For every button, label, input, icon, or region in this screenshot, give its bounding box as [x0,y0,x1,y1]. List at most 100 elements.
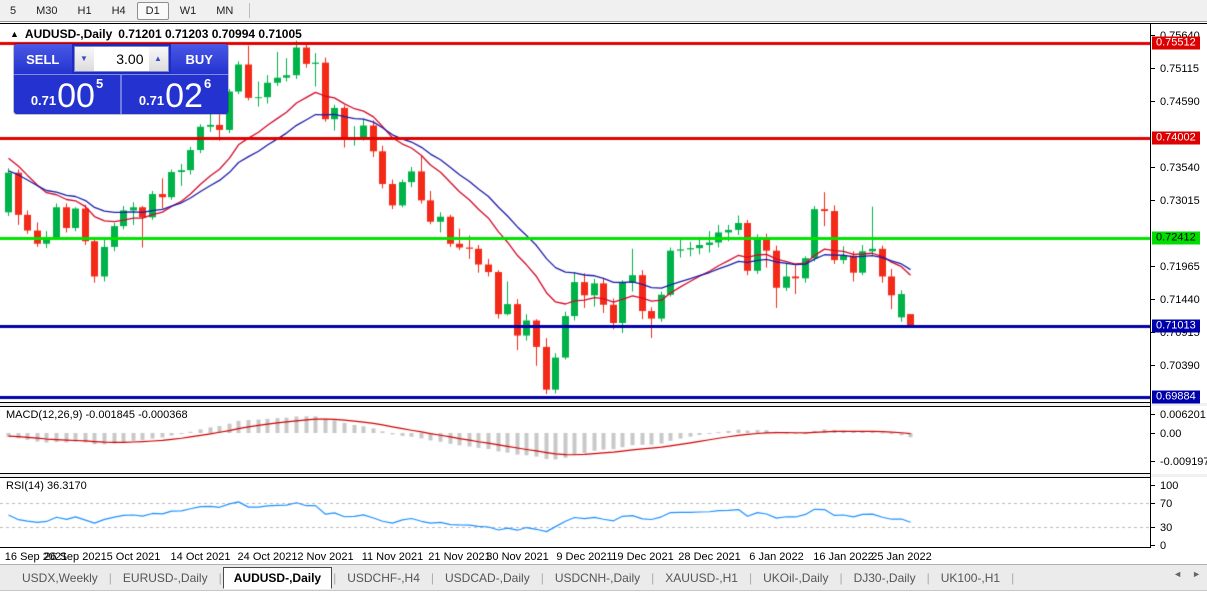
rsi-pane-top-border [0,477,1150,478]
chart-tab-uk100-h1[interactable]: UK100-,H1 [940,570,1001,585]
date-axis-label: 24 Oct 2021 [237,551,298,563]
axis-tick [1150,200,1155,201]
one-click-trading-panel: SELL ▼ ▲ BUY 0.71 00 5 0.71 02 6 [14,44,228,114]
timeframe-m30[interactable]: M30 [36,4,58,17]
axis-tick [1150,433,1155,434]
toolbar-separator [249,3,251,18]
price-level-badge: 0.71013 [1152,319,1200,333]
axis-tick [1150,527,1155,528]
volume-input[interactable] [93,47,149,71]
pane-splitter[interactable] [0,474,1207,477]
date-axis-label: 9 Dec 2021 [556,551,613,563]
sell-price-display[interactable]: 0.71 00 5 [14,75,120,114]
volume-group: ▼ ▲ [73,46,169,72]
axis-tick-label: 0.73540 [1160,161,1200,174]
buy-price-prefix: 0.71 [138,93,165,108]
tab-separator: | [218,570,222,585]
buy-price-display[interactable]: 0.71 02 6 [120,75,228,114]
pane-splitter[interactable] [0,403,1207,406]
sell-price-pipette: 5 [95,76,104,91]
macd-label: MACD(12,26,9) -0.001845 -0.000368 [6,409,188,421]
timeframe-mn[interactable]: MN [216,4,234,17]
toolbar-divider [0,21,1207,22]
axis-tick-label: 0 [1160,539,1167,552]
axis-tick [1150,414,1155,415]
tab-separator: | [430,570,435,585]
axis-tick-label: 0.70390 [1160,359,1200,372]
tab-separator: | [333,570,337,585]
volume-decrease-button[interactable]: ▼ [74,47,94,71]
axis-tick [1150,545,1155,546]
timeframe-h4[interactable]: H4 [111,4,126,17]
axis-tick-label: 0.73015 [1160,194,1200,207]
tabbar-top-divider [0,564,1207,565]
date-axis-label: 21 Nov 2021 [428,551,491,563]
axis-tick [1150,167,1155,168]
chart-tab-usdcad-daily[interactable]: USDCAD-,Daily [445,570,530,585]
price-level-badge: 0.69884 [1152,390,1200,404]
axis-tick [1150,365,1155,366]
window-bottom-edge [0,590,1207,591]
tab-separator: | [651,570,655,585]
date-axis-label: 6 Jan 2022 [749,551,804,563]
sell-price-prefix: 0.71 [30,93,57,108]
timeframe-5[interactable]: 5 [10,4,17,17]
axis-tick [1150,101,1155,102]
price-level-badge: 0.72412 [1152,231,1200,245]
axis-tick [1150,266,1155,267]
axis-tick-label: 0.74590 [1160,95,1200,108]
chart-tab-dj30-daily[interactable]: DJ30-,Daily [853,570,916,585]
chart-tab-usdx-weekly[interactable]: USDX,Weekly [22,570,98,585]
macd-pane-top-border [0,406,1150,407]
axis-tick-label: 0.00 [1160,427,1182,440]
chart-ohlc-values: 0.71201 0.71203 0.70994 0.71005 [118,27,302,41]
date-axis-label: 5 Oct 2021 [106,551,161,563]
timeframe-d1[interactable]: D1 [136,1,169,20]
tab-separator: | [839,570,843,585]
price-axis-border [1150,23,1151,548]
date-axis-label: 16 Jan 2022 [813,551,874,563]
tab-scroll-nav: ◄ ► [1173,569,1201,579]
date-axis-label: 25 Jan 2022 [871,551,932,563]
chart-tab-bar: USDX,Weekly | EURUSD-,Daily | AUDUSD-,Daily |… [0,565,1207,590]
axis-tick [1150,68,1155,69]
volume-increase-button[interactable]: ▲ [148,47,168,71]
buy-button[interactable]: BUY [170,44,228,74]
date-axis-label: 30 Nov 2021 [486,551,549,563]
price-level-badge: 0.75512 [1152,36,1200,50]
timeframe-w1[interactable]: W1 [179,4,197,17]
tab-scroll-right-icon[interactable]: ► [1192,569,1201,579]
axis-tick-label: 0.71965 [1160,260,1200,273]
price-level-badge: 0.74002 [1152,131,1200,145]
date-axis-label: 26 Sep 2021 [44,551,107,563]
chart-tab-usdcnh-daily[interactable]: USDCNH-,Daily [554,570,641,585]
chart-tab-xauusd-h1[interactable]: XAUUSD-,H1 [665,570,738,585]
tab-separator: | [108,570,112,585]
date-axis-label: 14 Oct 2021 [170,551,231,563]
sell-button[interactable]: SELL [14,44,72,74]
collapse-panel-icon[interactable]: ▲ [10,28,19,39]
tab-separator: | [1011,570,1015,585]
timeframe-toolbar: 5 M30 H1 H4 D1 W1 MN [0,0,1207,21]
tab-separator: | [540,570,544,585]
date-axis-label: 2 Nov 2021 [297,551,354,563]
macd-indicator-canvas[interactable] [0,407,1150,473]
date-axis-label: 28 Dec 2021 [678,551,741,563]
axis-tick [1150,299,1155,300]
axis-tick-label: 0.71440 [1160,293,1200,306]
tab-separator: | [926,570,930,585]
chart-tab-ukoil-daily[interactable]: UKOil-,Daily [763,570,829,585]
chart-tab-audusd-daily[interactable]: AUDUSD-,Daily [222,566,333,589]
rsi-indicator-canvas[interactable] [0,478,1150,547]
chart-tab-eurusd-daily[interactable]: EURUSD-,Daily [122,570,208,585]
axis-tick [1150,485,1155,486]
rsi-pane-bottom-border [0,547,1150,548]
timeframe-h1[interactable]: H1 [77,4,92,17]
date-axis-label: 11 Nov 2021 [361,551,424,563]
axis-tick-label: 0.75115 [1160,62,1199,75]
buy-price-digits: 02 [165,77,203,114]
date-axis-label: 16 Sep 2021 [4,551,68,563]
chart-tab-usdchf-h4[interactable]: USDCHF-,H4 [347,570,420,585]
tab-scroll-left-icon[interactable]: ◄ [1173,569,1183,579]
chart-symbol-label: AUDUSD-,Daily [24,27,113,41]
